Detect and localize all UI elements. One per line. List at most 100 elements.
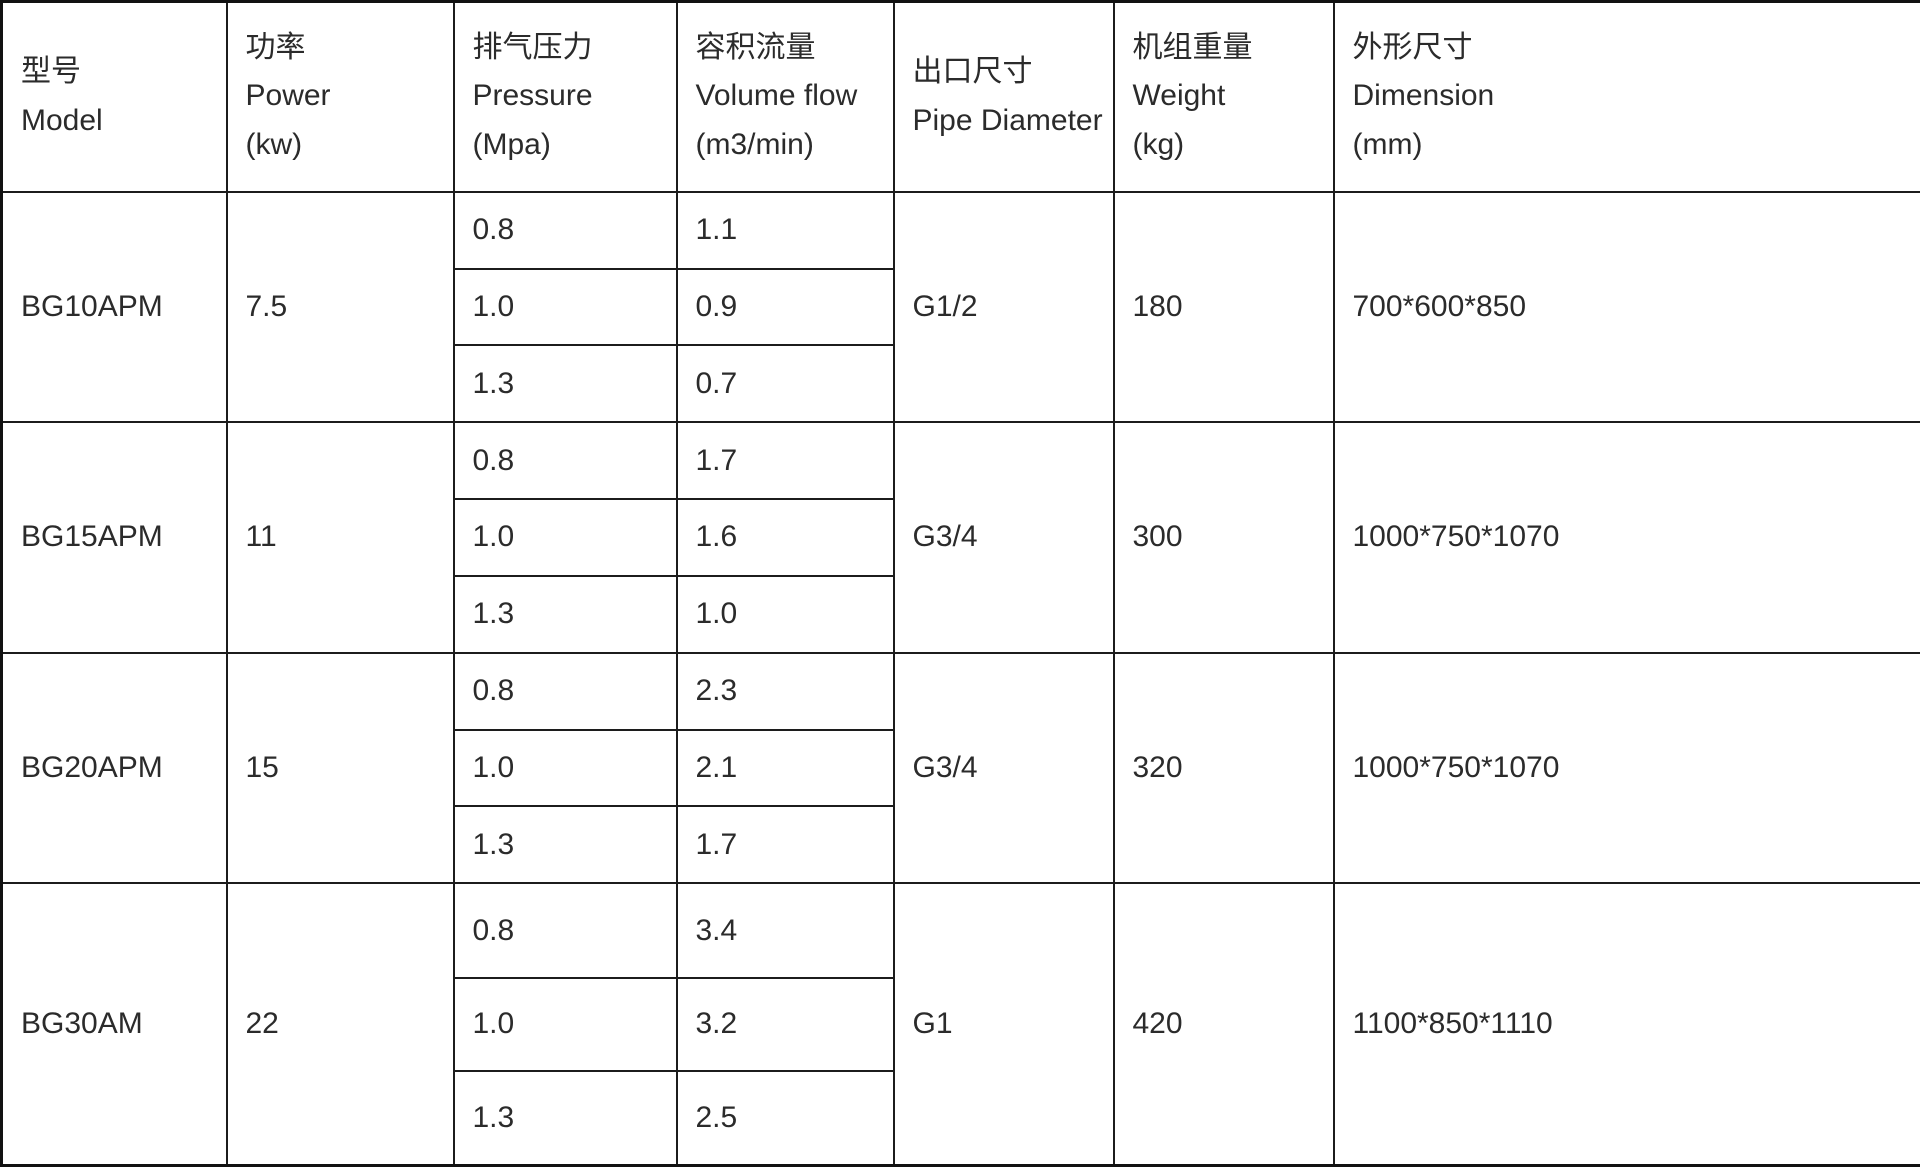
model-value: BG30AM <box>21 1007 143 1041</box>
dimension-value: 1000*750*1070 <box>1352 751 1560 785</box>
column-header-pressure-unit: (Mpa) <box>472 128 551 162</box>
table-body: BG10APM 7.5 0.8 1.0 1.3 1.1 0.9 0.7 <box>0 190 1920 1167</box>
cell-dimension: 1100*850*1110 <box>1332 882 1920 1167</box>
column-header-weight-cn: 机组重量 <box>1132 29 1253 65</box>
power-value: 7.5 <box>245 289 288 323</box>
volume-flow-value: 2.3 <box>677 653 893 731</box>
cell-power: 7.5 <box>225 190 455 424</box>
table-row: BG30AM 22 0.8 1.0 1.3 3.4 3.2 2.5 <box>0 882 1920 1167</box>
cell-model: BG30AM <box>0 882 228 1167</box>
column-header-pipe-diameter: 出口尺寸 Pipe Diameter <box>892 0 1115 193</box>
cell-model: BG15APM <box>0 421 228 654</box>
column-header-pipe-diameter-en: Pipe Diameter <box>912 103 1103 137</box>
volume-flow-sub-table: 3.4 3.2 2.5 <box>677 884 893 1164</box>
cell-pressure-group: 0.8 1.0 1.3 <box>452 421 678 654</box>
weight-value: 300 <box>1132 520 1183 554</box>
column-header-volume-flow: 容积流量 Volume flow (m3/min) <box>675 0 895 193</box>
column-header-dimension-cn: 外形尺寸 <box>1352 29 1473 65</box>
cell-power: 15 <box>225 651 455 885</box>
column-header-dimension-unit: (mm) <box>1352 128 1423 162</box>
column-header-weight-unit: (kg) <box>1132 128 1185 162</box>
pressure-sub-table: 0.8 1.0 1.3 <box>454 653 676 883</box>
cell-weight: 180 <box>1112 190 1335 424</box>
volume-flow-value: 1.7 <box>695 827 738 861</box>
column-header-pressure-en: Pressure <box>472 79 593 113</box>
pressure-value: 1.3 <box>472 366 515 400</box>
pressure-value: 0.8 <box>454 192 676 270</box>
column-header-weight-en: Weight <box>1132 79 1226 113</box>
pressure-value: 0.8 <box>454 653 676 731</box>
column-header-power-en: Power <box>245 79 331 113</box>
volume-flow-sub-table: 1.1 0.9 0.7 <box>677 192 893 422</box>
cell-power: 22 <box>225 882 455 1167</box>
cell-weight: 320 <box>1112 651 1335 885</box>
cell-weight: 420 <box>1112 882 1335 1167</box>
model-value: BG15APM <box>21 520 163 554</box>
power-value: 22 <box>245 1007 279 1041</box>
column-header-power-cn: 功率 <box>245 29 306 65</box>
volume-flow-value: 1.1 <box>677 192 893 270</box>
cell-model: BG20APM <box>0 651 228 885</box>
power-value: 11 <box>245 520 277 554</box>
column-header-power-unit: (kw) <box>245 128 303 162</box>
column-header-volume-flow-cn: 容积流量 <box>695 29 816 65</box>
table-row: BG10APM 7.5 0.8 1.0 1.3 1.1 0.9 0.7 <box>0 190 1920 424</box>
cell-volume-flow-group: 1.7 1.6 1.0 <box>675 421 895 654</box>
dimension-value: 700*600*850 <box>1352 289 1527 323</box>
pressure-value: 0.8 <box>454 884 676 979</box>
column-header-model-cn: 型号 <box>21 54 81 90</box>
volume-flow-value: 0.9 <box>677 268 893 346</box>
cell-weight: 300 <box>1112 421 1335 654</box>
column-header-dimension-en: Dimension <box>1352 79 1495 113</box>
volume-flow-sub-table: 1.7 1.6 1.0 <box>677 423 893 652</box>
cell-pipe-diameter: G3/4 <box>892 421 1115 654</box>
volume-flow-value: 3.2 <box>677 977 893 1072</box>
pressure-sub-table: 0.8 1.0 1.3 <box>454 192 676 422</box>
weight-value: 180 <box>1132 289 1183 323</box>
cell-dimension: 700*600*850 <box>1332 190 1920 424</box>
pressure-value: 1.0 <box>454 729 676 808</box>
volume-flow-value: 2.5 <box>695 1100 738 1134</box>
volume-flow-value: 2.1 <box>677 729 893 808</box>
weight-value: 320 <box>1132 751 1183 785</box>
pressure-sub-table: 0.8 1.0 1.3 <box>454 423 676 652</box>
pressure-value: 1.3 <box>472 1100 515 1134</box>
volume-flow-value: 1.6 <box>677 499 893 577</box>
column-header-pressure: 排气压力 Pressure (Mpa) <box>452 0 678 193</box>
pipe-diameter-value: G1 <box>912 1007 953 1041</box>
cell-model: BG10APM <box>0 190 228 424</box>
pressure-value: 1.3 <box>472 827 515 861</box>
column-header-volume-flow-unit: (m3/min) <box>695 128 814 162</box>
table-row: BG15APM 11 0.8 1.0 1.3 1.7 1.6 1.0 <box>0 421 1920 654</box>
column-header-model-en: Model <box>21 103 103 137</box>
volume-flow-value: 0.7 <box>695 366 738 400</box>
column-header-volume-flow-en: Volume flow <box>695 79 858 113</box>
cell-pressure-group: 0.8 1.0 1.3 <box>452 651 678 885</box>
cell-volume-flow-group: 2.3 2.1 1.7 <box>675 651 895 885</box>
cell-dimension: 1000*750*1070 <box>1332 421 1920 654</box>
column-header-weight: 机组重量 Weight (kg) <box>1112 0 1335 193</box>
model-value: BG20APM <box>21 751 163 785</box>
volume-flow-value: 3.4 <box>677 884 893 979</box>
volume-flow-value: 1.7 <box>677 423 893 501</box>
pipe-diameter-value: G3/4 <box>912 751 978 785</box>
pressure-value: 1.0 <box>454 268 676 346</box>
cell-volume-flow-group: 1.1 0.9 0.7 <box>675 190 895 424</box>
cell-pressure-group: 0.8 1.0 1.3 <box>452 190 678 424</box>
cell-pipe-diameter: G1/2 <box>892 190 1115 424</box>
cell-pipe-diameter: G1 <box>892 882 1115 1167</box>
dimension-value: 1100*850*1110 <box>1352 1007 1553 1041</box>
cell-volume-flow-group: 3.4 3.2 2.5 <box>675 882 895 1167</box>
cell-power: 11 <box>225 421 455 654</box>
dimension-value: 1000*750*1070 <box>1352 520 1560 554</box>
cell-dimension: 1000*750*1070 <box>1332 651 1920 885</box>
volume-flow-sub-table: 2.3 2.1 1.7 <box>677 653 893 883</box>
power-value: 15 <box>245 751 279 785</box>
model-value: BG10APM <box>21 289 163 323</box>
pipe-diameter-value: G1/2 <box>912 289 978 323</box>
pressure-value: 0.8 <box>454 423 676 501</box>
column-header-dimension: 外形尺寸 Dimension (mm) <box>1332 0 1920 193</box>
pressure-sub-table: 0.8 1.0 1.3 <box>454 884 676 1164</box>
cell-pipe-diameter: G3/4 <box>892 651 1115 885</box>
